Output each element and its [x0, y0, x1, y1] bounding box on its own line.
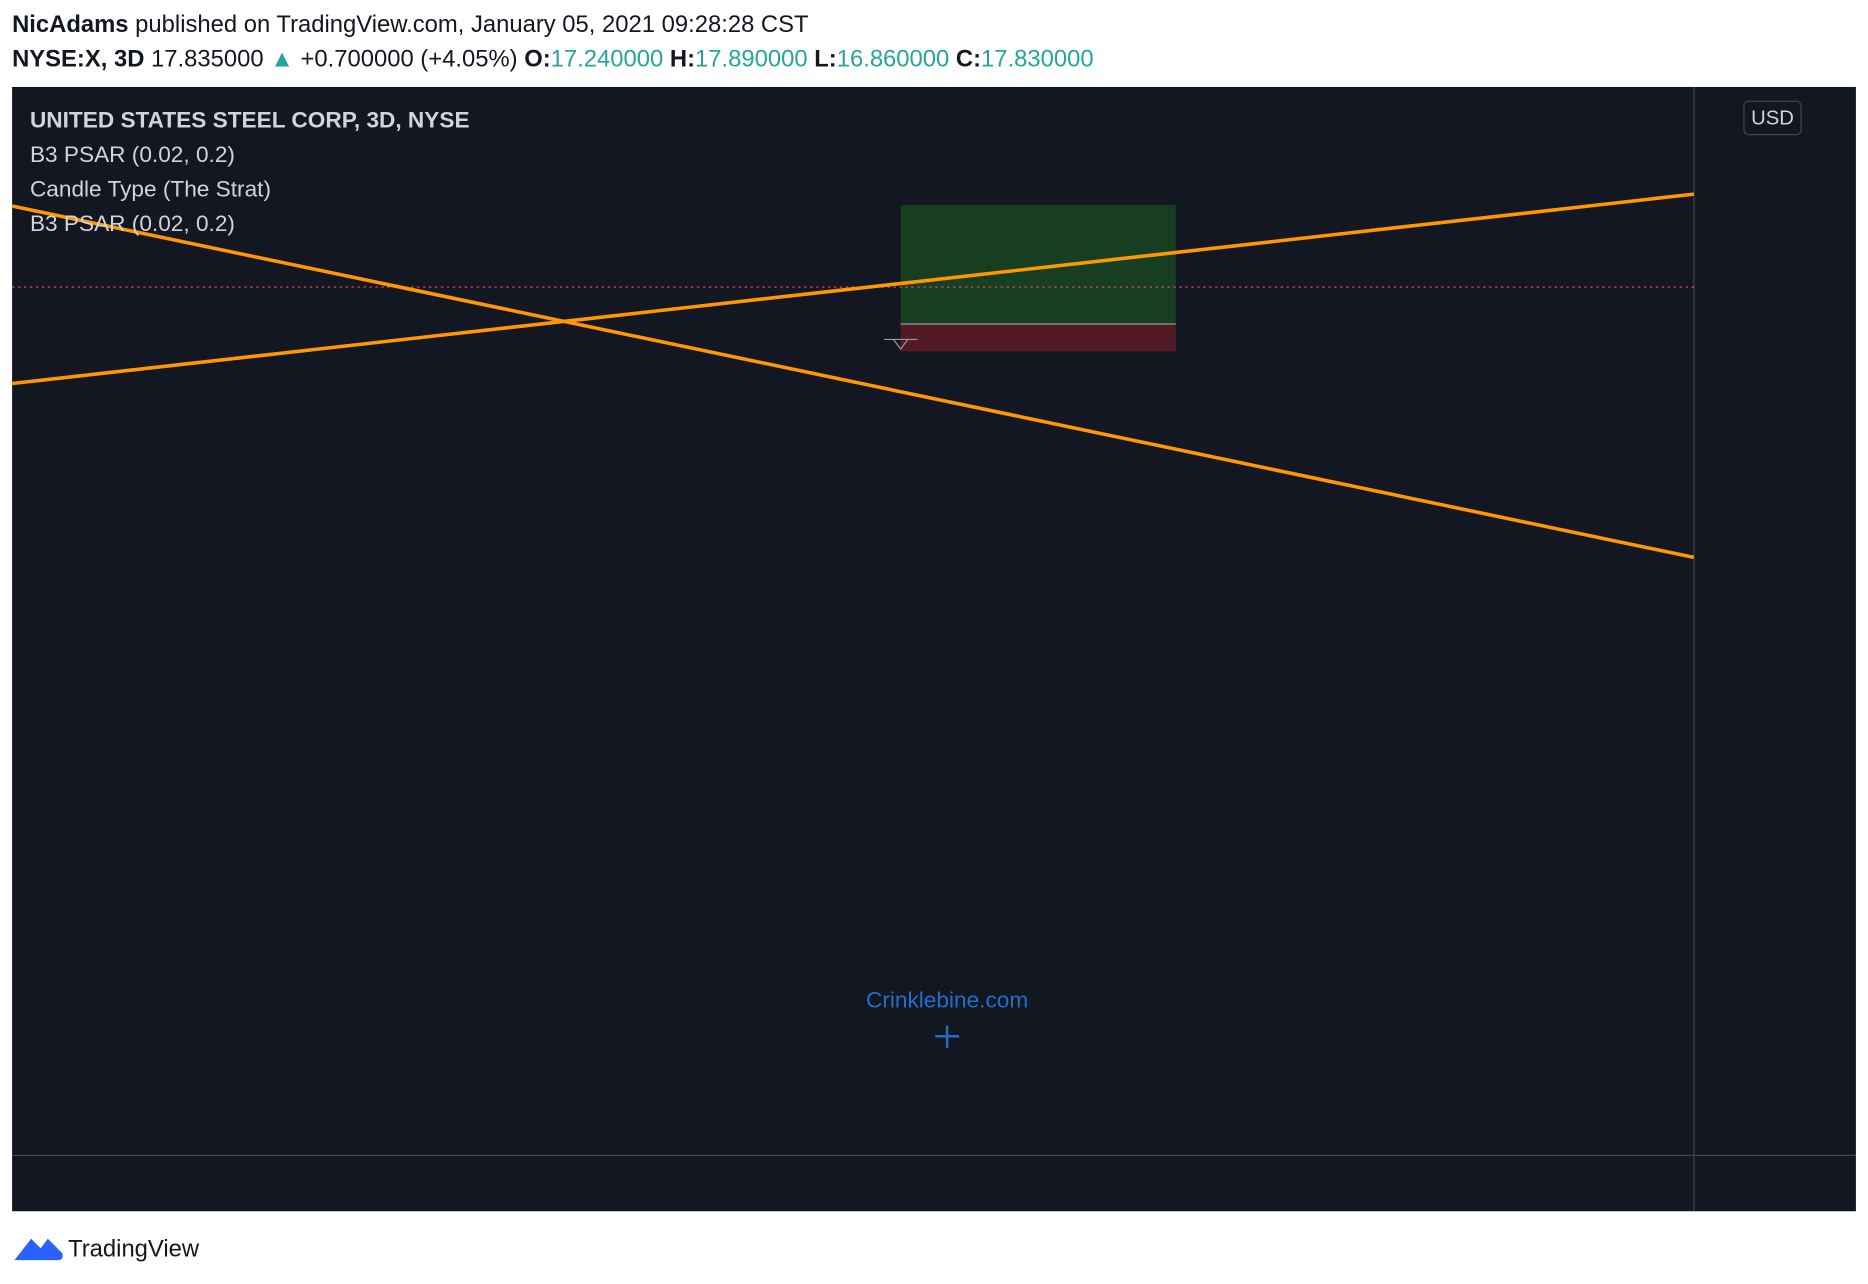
header: NicAdams published on TradingView.com, J… [12, 11, 808, 38]
logo [14, 1238, 63, 1261]
quote-line: NYSE:X, 3D 17.835000 ▲ +0.700000 (+4.05%… [12, 46, 1094, 73]
trend-line[interactable] [11, 192, 1695, 386]
watermark: Crinklebine.com [866, 988, 1028, 1013]
open: 17.240000 [551, 46, 664, 73]
last-price: 17.835000 [151, 46, 264, 73]
author[interactable]: NicAdams [12, 11, 128, 38]
arrow: ▲ [270, 46, 294, 73]
symbol: NYSE:X, 3D [12, 46, 144, 73]
currency-button[interactable] [1743, 100, 1802, 136]
legend-item[interactable]: Candle Type (The Strat) [30, 177, 271, 202]
footer [0, 1211, 1868, 1284]
legend-item[interactable]: B3 PSAR (0.02, 0.2) [30, 142, 235, 167]
crosshair [935, 1025, 960, 1049]
profit-zone[interactable] [900, 204, 1176, 324]
high-label: H: [670, 46, 695, 73]
arrow-drawing [883, 338, 918, 350]
trend-line[interactable] [11, 204, 1695, 560]
published: published on TradingView.com, January 05… [135, 11, 808, 38]
legend-item[interactable]: B3 PSAR (0.02, 0.2) [30, 211, 235, 236]
high: 17.890000 [695, 46, 808, 73]
low: 16.860000 [837, 46, 950, 73]
open-label: O: [524, 46, 550, 73]
legend-title: UNITED STATES STEEL CORP, 3D, NYSE [30, 107, 470, 132]
brand[interactable]: TradingView [68, 1236, 200, 1263]
close-label: C: [956, 46, 981, 73]
currency[interactable]: USD [1751, 107, 1794, 129]
close: 17.830000 [981, 46, 1094, 73]
low-label: L: [814, 46, 836, 73]
change: +0.700000 (+4.05%) [300, 46, 517, 73]
loss-zone[interactable] [900, 323, 1176, 352]
